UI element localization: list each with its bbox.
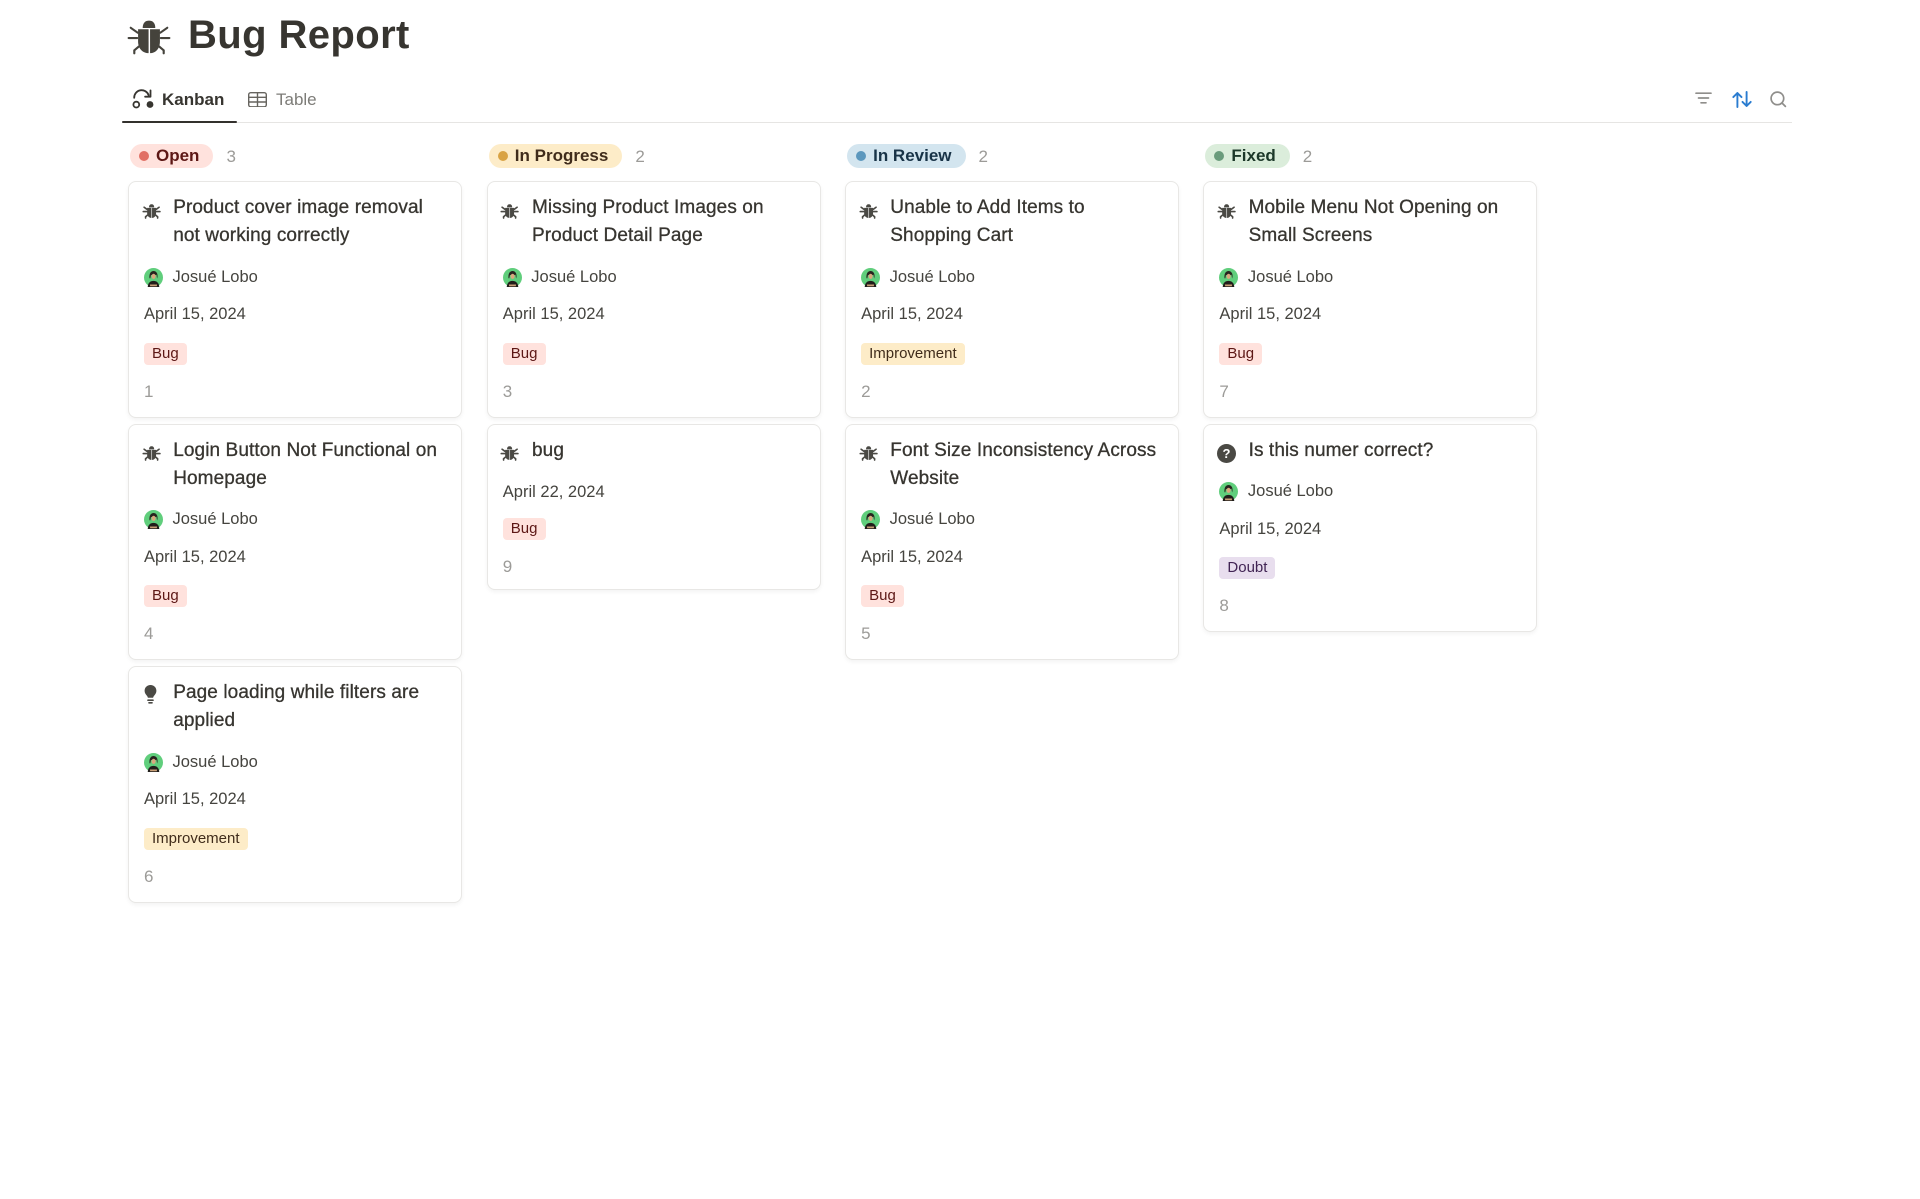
svg-text:?: ? — [1223, 446, 1231, 461]
